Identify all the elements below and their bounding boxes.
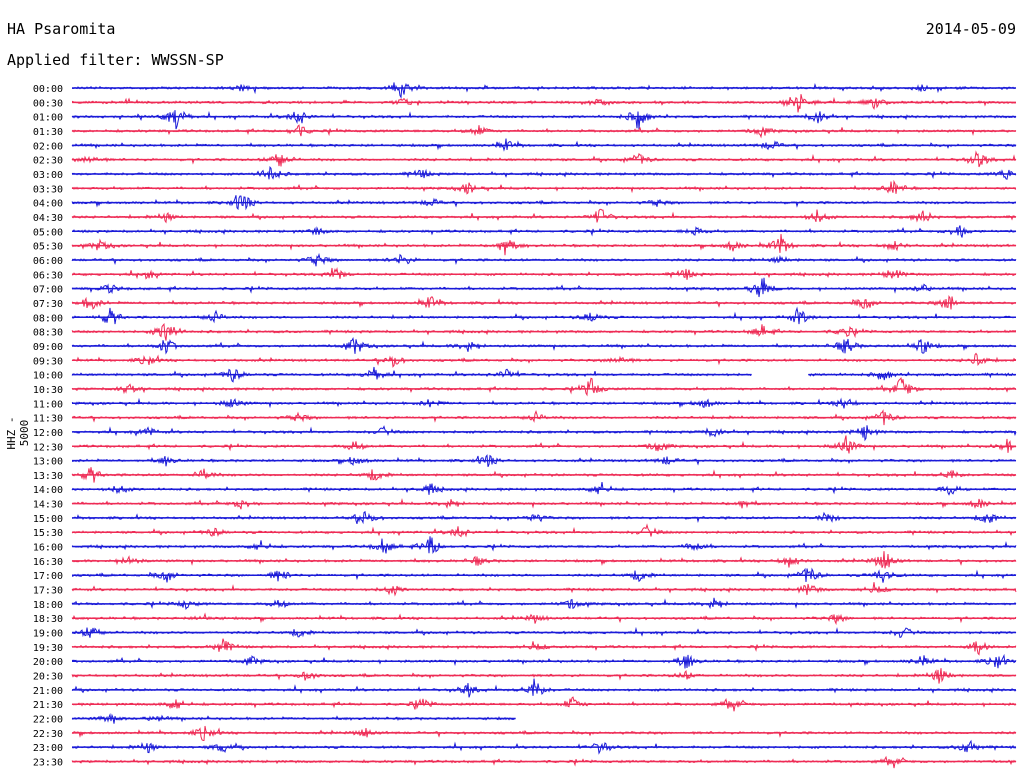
tick-label: 16:30 bbox=[33, 557, 63, 568]
tick-label: 22:30 bbox=[33, 729, 63, 740]
trace-line bbox=[71, 277, 1017, 298]
tick-label: 20:30 bbox=[33, 672, 63, 683]
trace-line bbox=[71, 306, 1016, 325]
tick-label: 18:30 bbox=[33, 614, 63, 625]
tick-label: 02:30 bbox=[33, 156, 63, 167]
trace-line bbox=[71, 234, 1017, 256]
station-title: HA Psaromita bbox=[7, 20, 116, 38]
tick-label: 21:00 bbox=[33, 686, 63, 697]
tick-label: 13:30 bbox=[33, 471, 63, 482]
tick-label: 23:00 bbox=[33, 743, 63, 754]
tick-label: 12:00 bbox=[33, 428, 63, 439]
tick-label: 03:30 bbox=[33, 184, 63, 195]
trace-line bbox=[808, 370, 1016, 381]
tick-label: 15:30 bbox=[33, 528, 63, 539]
tick-label: 08:30 bbox=[33, 328, 63, 339]
trace-line bbox=[71, 482, 1017, 496]
tick-label: 08:00 bbox=[33, 313, 63, 324]
tick-label: 02:00 bbox=[33, 141, 63, 152]
tick-label: 21:30 bbox=[33, 700, 63, 711]
tick-label: 13:00 bbox=[33, 457, 63, 468]
trace-line bbox=[71, 323, 1016, 341]
trace-line bbox=[71, 755, 1017, 769]
tick-label: 09:00 bbox=[33, 342, 63, 353]
tick-label: 16:00 bbox=[33, 543, 63, 554]
trace-line bbox=[71, 208, 1017, 224]
tick-label: 09:30 bbox=[33, 356, 63, 367]
date-label: 2014-05-09 bbox=[925, 20, 1016, 38]
tick-label: 06:00 bbox=[33, 256, 63, 267]
tick-label: 10:30 bbox=[33, 385, 63, 396]
trace-line bbox=[71, 138, 1017, 152]
tick-label: 05:00 bbox=[33, 227, 63, 238]
tick-label: 12:30 bbox=[33, 442, 63, 453]
tick-label: 07:30 bbox=[33, 299, 63, 310]
trace-line bbox=[71, 536, 1017, 555]
tick-label: 14:00 bbox=[33, 485, 63, 496]
tick-label: 19:00 bbox=[33, 629, 63, 640]
tick-label: 20:00 bbox=[33, 657, 63, 668]
tick-label: 03:00 bbox=[33, 170, 63, 181]
trace-line bbox=[72, 435, 1017, 454]
tick-label: 00:00 bbox=[33, 84, 63, 95]
trace-line bbox=[71, 82, 1017, 99]
tick-label: 04:30 bbox=[33, 213, 63, 224]
filter-label: Applied filter: WWSSN-SP bbox=[7, 51, 224, 69]
trace-line bbox=[71, 678, 1017, 698]
tick-label: 06:30 bbox=[33, 270, 63, 281]
trace-line bbox=[71, 94, 1017, 113]
tick-label: 11:00 bbox=[33, 399, 63, 410]
tick-label: 04:00 bbox=[33, 199, 63, 210]
tick-label: 15:00 bbox=[33, 514, 63, 525]
tick-label: 11:30 bbox=[33, 414, 63, 425]
tick-label: 22:00 bbox=[33, 715, 63, 726]
tick-label: 05:30 bbox=[33, 242, 63, 253]
tick-label: 01:00 bbox=[33, 113, 63, 124]
tick-label: 17:30 bbox=[33, 586, 63, 597]
tick-label: 10:00 bbox=[33, 371, 63, 382]
tick-label: 00:30 bbox=[33, 98, 63, 109]
tick-label: 17:00 bbox=[33, 571, 63, 582]
trace-line bbox=[71, 523, 1017, 538]
trace-line bbox=[71, 376, 1017, 397]
trace-line bbox=[71, 551, 1017, 569]
tick-label: 19:30 bbox=[33, 643, 63, 654]
tick-label: 14:30 bbox=[33, 500, 63, 511]
tick-label: 23:30 bbox=[33, 758, 63, 769]
trace-line bbox=[71, 582, 1017, 597]
trace-line bbox=[71, 110, 1017, 130]
tick-label: 18:00 bbox=[33, 600, 63, 611]
tick-label: 01:30 bbox=[33, 127, 63, 138]
tick-label: 07:00 bbox=[33, 285, 63, 296]
